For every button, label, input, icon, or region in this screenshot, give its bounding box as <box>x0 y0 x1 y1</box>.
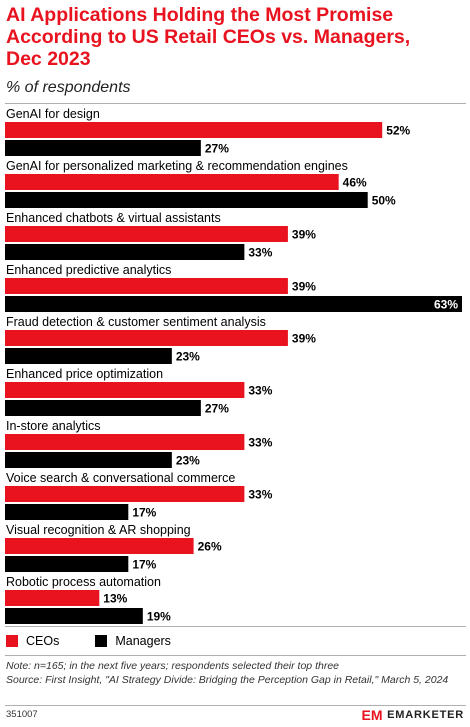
bar-ceos <box>5 486 245 502</box>
svg-text:EM: EM <box>362 707 383 723</box>
data-label-ceos: 33% <box>248 384 272 398</box>
data-label-ceos: 39% <box>292 280 316 294</box>
bar-managers <box>5 348 172 364</box>
data-label-ceos: 46% <box>343 176 367 190</box>
data-label-ceos: 33% <box>248 436 272 450</box>
footnote: Note: n=165; in the next five years; res… <box>6 660 461 687</box>
chart-title: AI Applications Holding the Most Promise… <box>6 4 411 70</box>
legend-label-managers: Managers <box>115 634 171 648</box>
bar-managers <box>5 244 245 260</box>
data-label-ceos: 33% <box>248 488 272 502</box>
category-label: Voice search & conversational commerce <box>6 471 235 485</box>
footnote-note: Note: n=165; in the next five years; res… <box>6 660 339 672</box>
data-label-ceos: 26% <box>198 540 222 554</box>
brand: EM EMARKETER <box>361 707 464 723</box>
chart-id: 351007 <box>6 709 38 720</box>
data-label-managers: 50% <box>372 194 396 208</box>
data-label-managers: 19% <box>147 610 171 624</box>
bar-ceos <box>5 226 288 242</box>
bar-managers <box>5 452 172 468</box>
bar-ceos <box>5 434 245 450</box>
data-label-managers: 63% <box>434 298 458 312</box>
bar-managers <box>5 608 143 624</box>
legend: CEOs Managers <box>6 634 207 648</box>
legend-swatch-managers <box>95 635 108 647</box>
category-label: GenAI for personalized marketing & recom… <box>6 159 348 173</box>
legend-divider <box>5 655 466 656</box>
data-label-ceos: 39% <box>292 332 316 346</box>
data-label-managers: 33% <box>248 246 272 260</box>
bar-ceos <box>5 330 288 346</box>
data-label-managers: 17% <box>132 506 156 520</box>
brand-name: EMARKETER <box>387 709 464 721</box>
data-label-managers: 23% <box>176 350 200 364</box>
footnote-source: Source: First Insight, "AI Strategy Divi… <box>6 673 449 686</box>
legend-label-ceos: CEOs <box>26 634 60 648</box>
data-label-managers: 17% <box>132 558 156 572</box>
bar-managers <box>5 192 368 208</box>
data-label-ceos: 52% <box>386 124 410 138</box>
bar-ceos <box>5 382 245 398</box>
data-label-managers: 23% <box>176 454 200 468</box>
bar-managers <box>5 504 129 520</box>
bar-managers <box>5 556 129 572</box>
data-label-ceos: 39% <box>292 228 316 242</box>
bar-ceos <box>5 538 194 554</box>
emarketer-logo-icon: EM <box>361 707 384 723</box>
category-label: Enhanced chatbots & virtual assistants <box>6 211 221 225</box>
category-label: In-store analytics <box>6 419 100 433</box>
category-label: GenAI for design <box>6 107 100 121</box>
top-divider <box>5 103 466 104</box>
data-label-managers: 27% <box>205 142 229 156</box>
bar-ceos <box>5 590 100 606</box>
bar-managers <box>5 400 201 416</box>
bar-ceos <box>5 278 288 294</box>
footer-divider <box>5 705 466 706</box>
chart-subtitle: % of respondents <box>6 79 131 96</box>
bar-chart: GenAI for design 52% 27% GenAI for personal… <box>5 107 462 624</box>
category-label: Visual recognition & AR shopping <box>6 523 191 537</box>
category-label: Enhanced price optimization <box>6 367 163 381</box>
category-label: Enhanced predictive analytics <box>6 263 171 277</box>
category-label: Robotic process automation <box>6 575 161 589</box>
category-label: Fraud detection & customer sentiment ana… <box>6 315 266 329</box>
data-label-ceos: 13% <box>103 592 127 606</box>
bar-managers <box>5 296 462 312</box>
legend-swatch-ceos <box>6 635 18 647</box>
bar-ceos <box>5 122 383 138</box>
bar-managers <box>5 140 201 156</box>
chart-bottom-divider <box>5 626 466 627</box>
data-label-managers: 27% <box>205 402 229 416</box>
bar-ceos <box>5 174 339 190</box>
